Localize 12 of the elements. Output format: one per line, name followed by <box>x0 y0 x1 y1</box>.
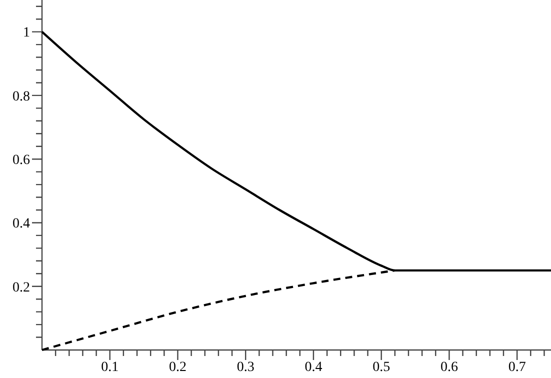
x-tick-label: 0.4 <box>304 360 322 375</box>
y-tick-label: 0.4 <box>12 216 30 232</box>
y-tick-label: 1 <box>23 26 30 41</box>
x-tick-label: 0.7 <box>508 360 526 375</box>
x-tick-label: 0.6 <box>440 360 458 375</box>
x-tick-label: 0.1 <box>101 360 119 375</box>
y-tick-label: 0.8 <box>12 89 30 104</box>
y-tick-label: 0.6 <box>12 152 30 168</box>
y-tick-label: 0.2 <box>12 280 30 296</box>
x-tick-label: 0.3 <box>236 360 254 375</box>
x-tick-label: 0.2 <box>168 360 186 375</box>
x-tick-label: 0.5 <box>372 360 390 375</box>
